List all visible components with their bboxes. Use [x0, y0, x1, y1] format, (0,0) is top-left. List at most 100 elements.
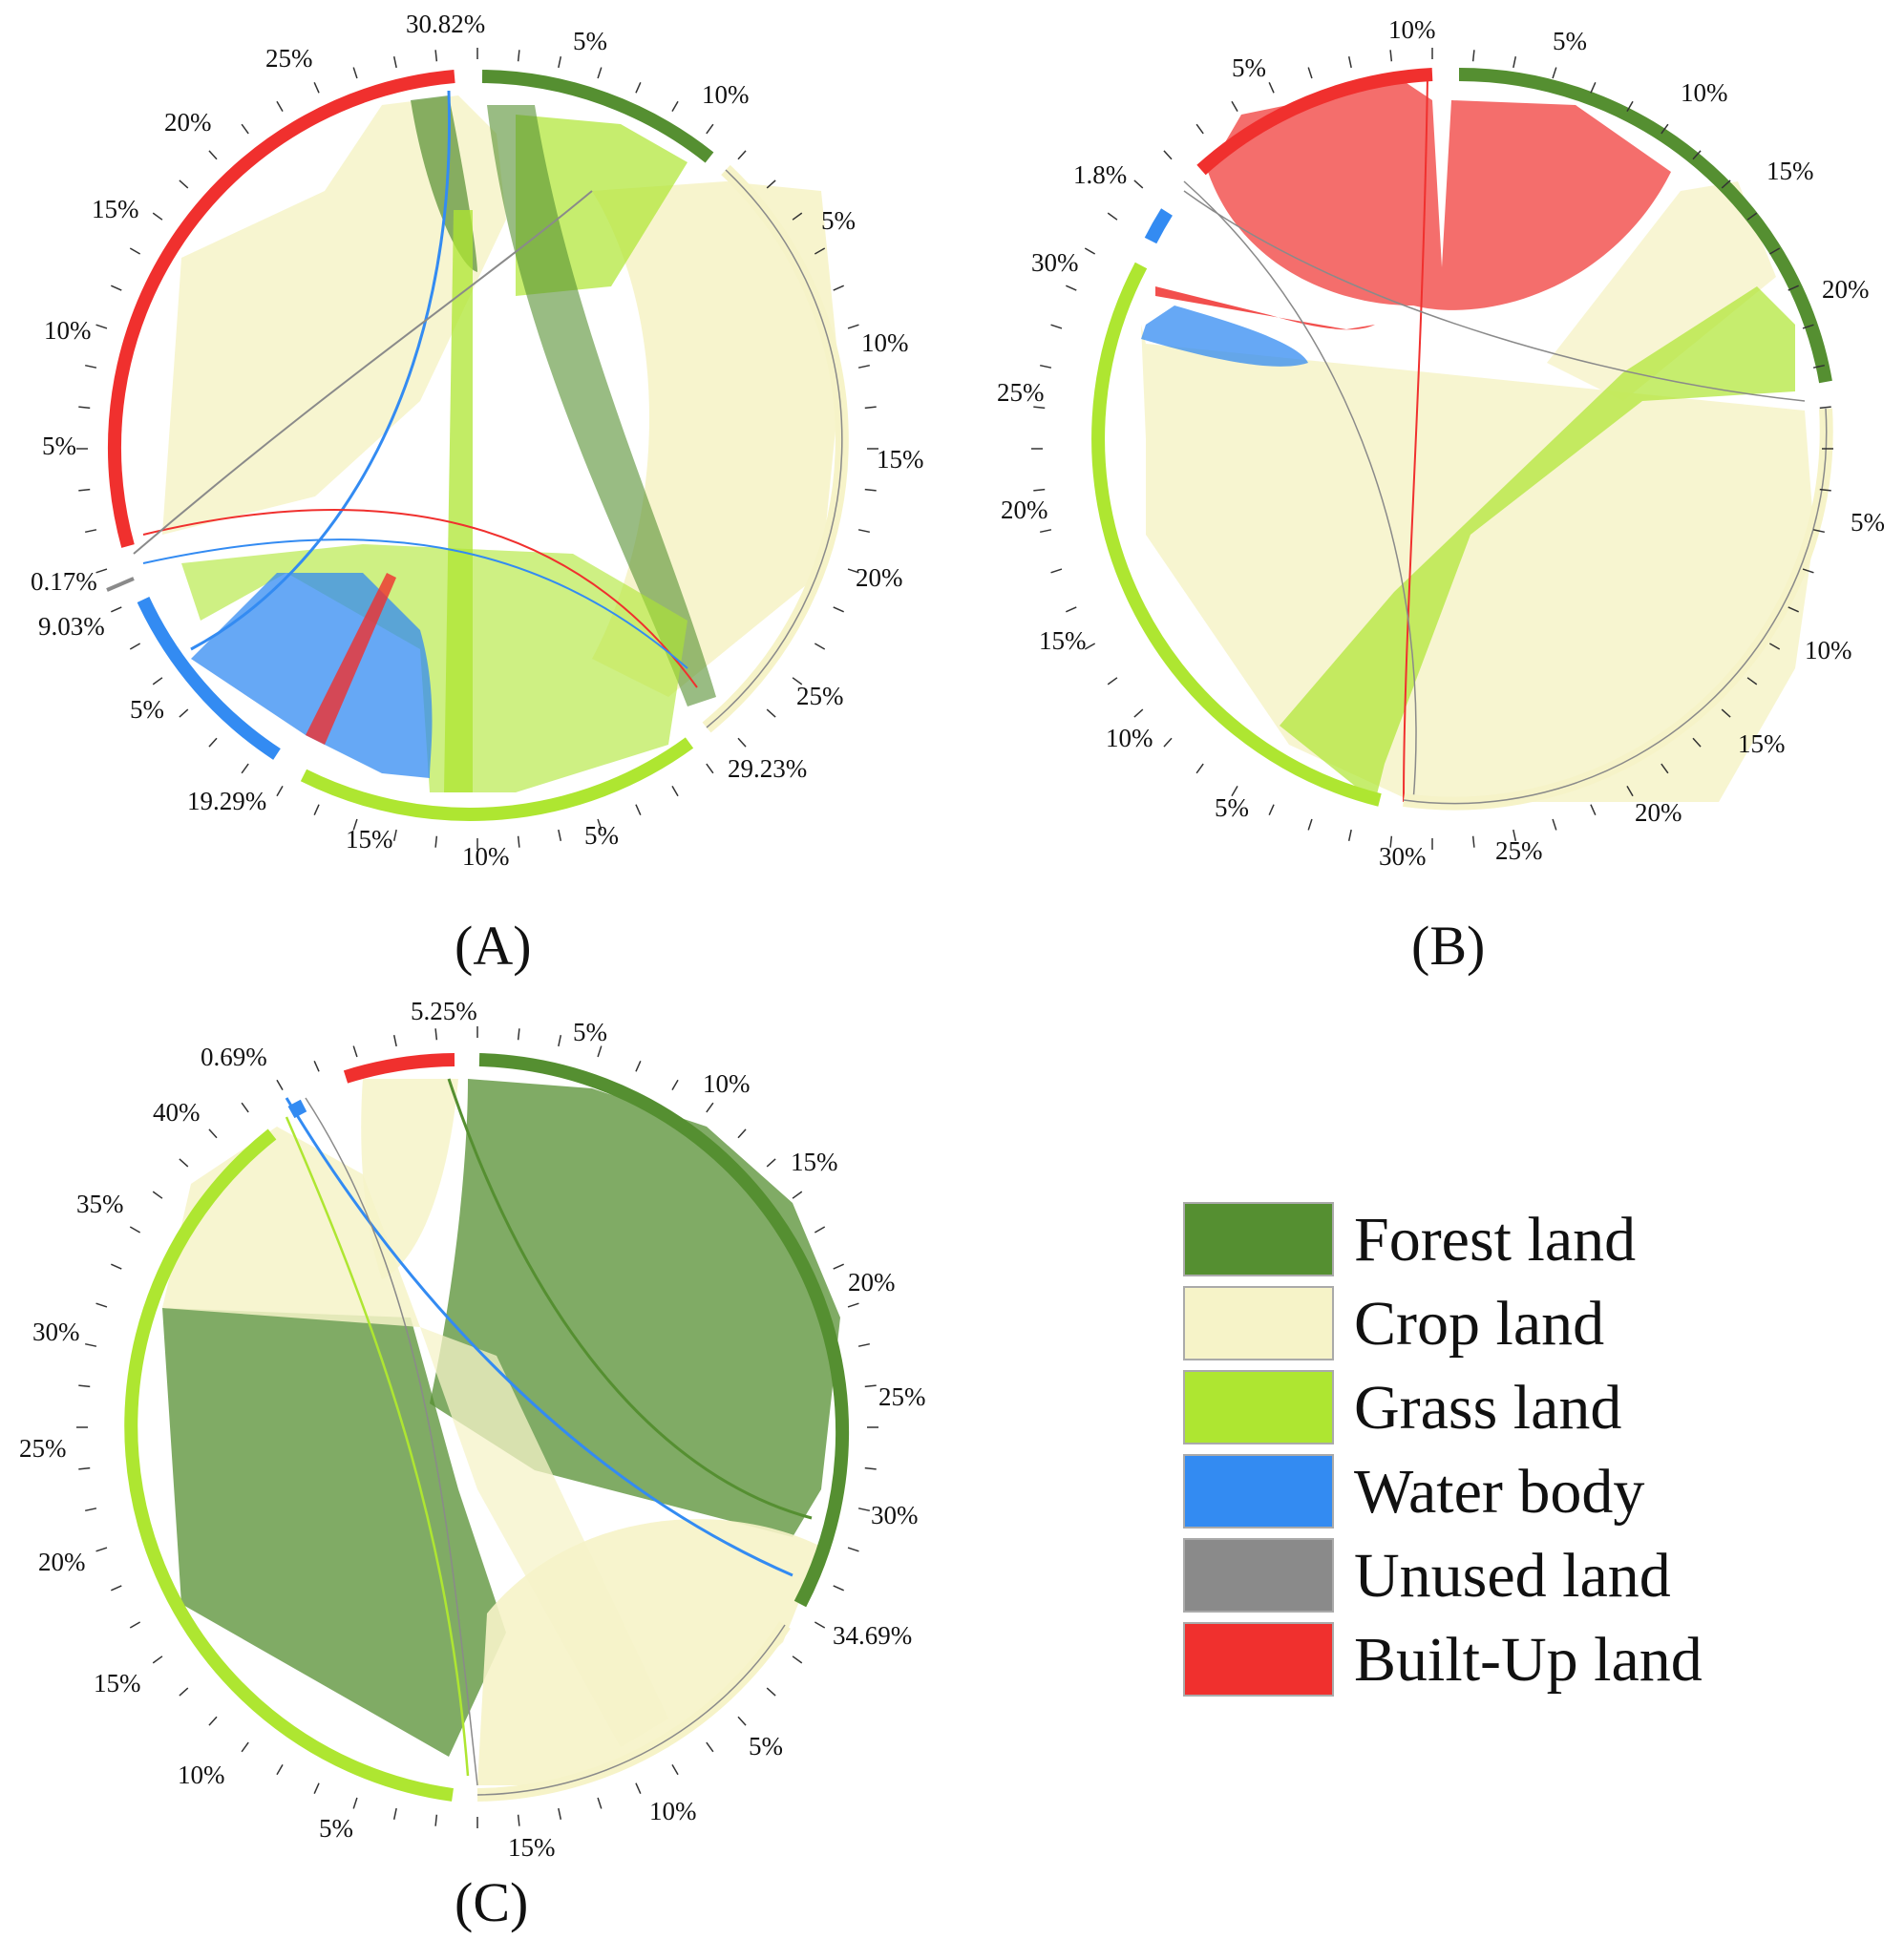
- axis-tick: [85, 1342, 97, 1347]
- axis-tick: [1692, 150, 1702, 160]
- axis-tick: [792, 1191, 803, 1199]
- chord-panel-a: 30.82% 5% 10% 25% 20% 15% 10% 5% 0.17% 9…: [31, 10, 924, 977]
- axis-tick: [85, 529, 97, 534]
- arc-grass-b: [1091, 262, 1382, 807]
- ribbon-thin-water-line: [285, 1097, 793, 1577]
- axis-tick: [179, 1158, 189, 1168]
- axis-tick: [1746, 212, 1758, 221]
- axis-tick: [671, 785, 679, 797]
- axis-tick: [833, 285, 844, 291]
- tick-label: 25%: [1495, 836, 1543, 865]
- axis-tick: [814, 643, 826, 650]
- arc-builtup-c: [343, 1053, 455, 1084]
- axis-tick: [635, 1061, 642, 1072]
- tick-label: 15%: [92, 195, 139, 223]
- axis-tick: [1033, 488, 1046, 492]
- tick-label: 20%: [1635, 798, 1682, 827]
- ribbon-builtup-forest: [1208, 81, 1671, 310]
- axis-tick: [111, 606, 122, 613]
- axis-tick: [671, 1763, 679, 1776]
- axis-tick: [792, 1655, 803, 1664]
- axis-tick: [1692, 737, 1702, 748]
- panel-label-b: (B): [1411, 915, 1485, 977]
- axis-tick: [1231, 100, 1238, 113]
- tick-label: 20%: [164, 108, 212, 137]
- tick-label: 15%: [1738, 729, 1786, 758]
- axis-tick: [1746, 677, 1758, 685]
- axis-tick: [1307, 818, 1313, 831]
- arc-grass-c: [124, 1128, 454, 1802]
- ribbon-water-self: [1141, 306, 1308, 367]
- ribbon-grass-forest: [162, 1308, 506, 1757]
- tick-label: 15%: [1039, 626, 1087, 655]
- axis-tick: [864, 1466, 877, 1470]
- tick-label: 20%: [38, 1548, 86, 1576]
- tick-label: 10%: [1805, 636, 1852, 664]
- axis-tick: [1268, 82, 1275, 94]
- tick-label: 20%: [856, 563, 903, 592]
- chord-panel-c: 5.25% 0.69% 40% 35% 30% 25% 20% 15% 10% …: [19, 997, 926, 1933]
- tick-label: 30%: [1031, 248, 1079, 277]
- axis-tick: [814, 247, 826, 255]
- axis-tick: [179, 179, 189, 189]
- ribbon-builtup-water: [306, 573, 396, 745]
- axis-tick: [737, 1128, 747, 1139]
- axis-tick: [1163, 737, 1173, 748]
- axis-tick: [1107, 677, 1118, 685]
- axis-tick: [1802, 324, 1814, 329]
- arc-crop-b-outline: [1403, 408, 1828, 805]
- tick-label: 30%: [1379, 842, 1427, 871]
- axis-tick: [1084, 247, 1096, 255]
- tick-label: 34.69%: [833, 1621, 912, 1650]
- axis-tick: [1788, 285, 1799, 291]
- axis-tick: [833, 1585, 844, 1592]
- axis-tick: [1231, 785, 1238, 797]
- legend-swatch-crop: [1183, 1286, 1334, 1360]
- axis-tick: [597, 67, 603, 79]
- tick-label: 20%: [1001, 496, 1048, 524]
- ribbon-forest-forest: [430, 1079, 840, 1537]
- axis-tick: [1819, 488, 1831, 492]
- axis-tick: [276, 100, 284, 113]
- axis-tick: [1471, 835, 1475, 848]
- tick-label: 15%: [346, 825, 393, 854]
- tick-label: 15%: [94, 1669, 141, 1698]
- axis-tick: [313, 1061, 320, 1072]
- axis-tick: [766, 708, 776, 718]
- axis-tick: [1626, 100, 1634, 113]
- axis-tick: [1513, 56, 1517, 69]
- axis-tick: [517, 835, 520, 848]
- tick-label: 10%: [1106, 724, 1153, 752]
- arc-grass-a: [300, 737, 694, 821]
- legend-swatch-unused: [1183, 1538, 1334, 1613]
- axis-tick: [1661, 763, 1669, 774]
- arc-forest-a: [481, 70, 714, 163]
- axis-tick: [1819, 406, 1831, 410]
- tick-label: 25%: [878, 1382, 926, 1411]
- axis-tick: [78, 488, 91, 492]
- axis-tick: [129, 247, 141, 255]
- axis-tick: [517, 50, 520, 62]
- tick-label: 10%: [861, 328, 909, 357]
- arc-water-b: [1144, 208, 1173, 244]
- legend-swatch-forest: [1183, 1202, 1334, 1276]
- tick-label: 19.29%: [187, 787, 266, 815]
- legend-label-forest: Forest land: [1354, 1205, 1636, 1275]
- axis-tick: [352, 67, 358, 79]
- axis-tick: [1471, 50, 1475, 62]
- tick-label: 5%: [584, 821, 619, 850]
- axis-tick: [95, 324, 108, 329]
- tick-label: 10%: [702, 80, 750, 109]
- axis-tick: [1721, 179, 1731, 189]
- tick-label: 15%: [1766, 157, 1814, 185]
- axis-tick: [1268, 804, 1275, 815]
- axis-tick: [78, 406, 91, 410]
- axis-tick: [706, 763, 714, 774]
- axis-tick: [1661, 123, 1669, 135]
- axis-tick: [737, 737, 747, 748]
- axis-tick: [766, 179, 776, 189]
- ribbon-thin-unused-line: [1183, 180, 1417, 803]
- axis-tick: [276, 785, 284, 797]
- arc-builtup-a: [108, 70, 455, 548]
- axis-tick: [1788, 606, 1799, 613]
